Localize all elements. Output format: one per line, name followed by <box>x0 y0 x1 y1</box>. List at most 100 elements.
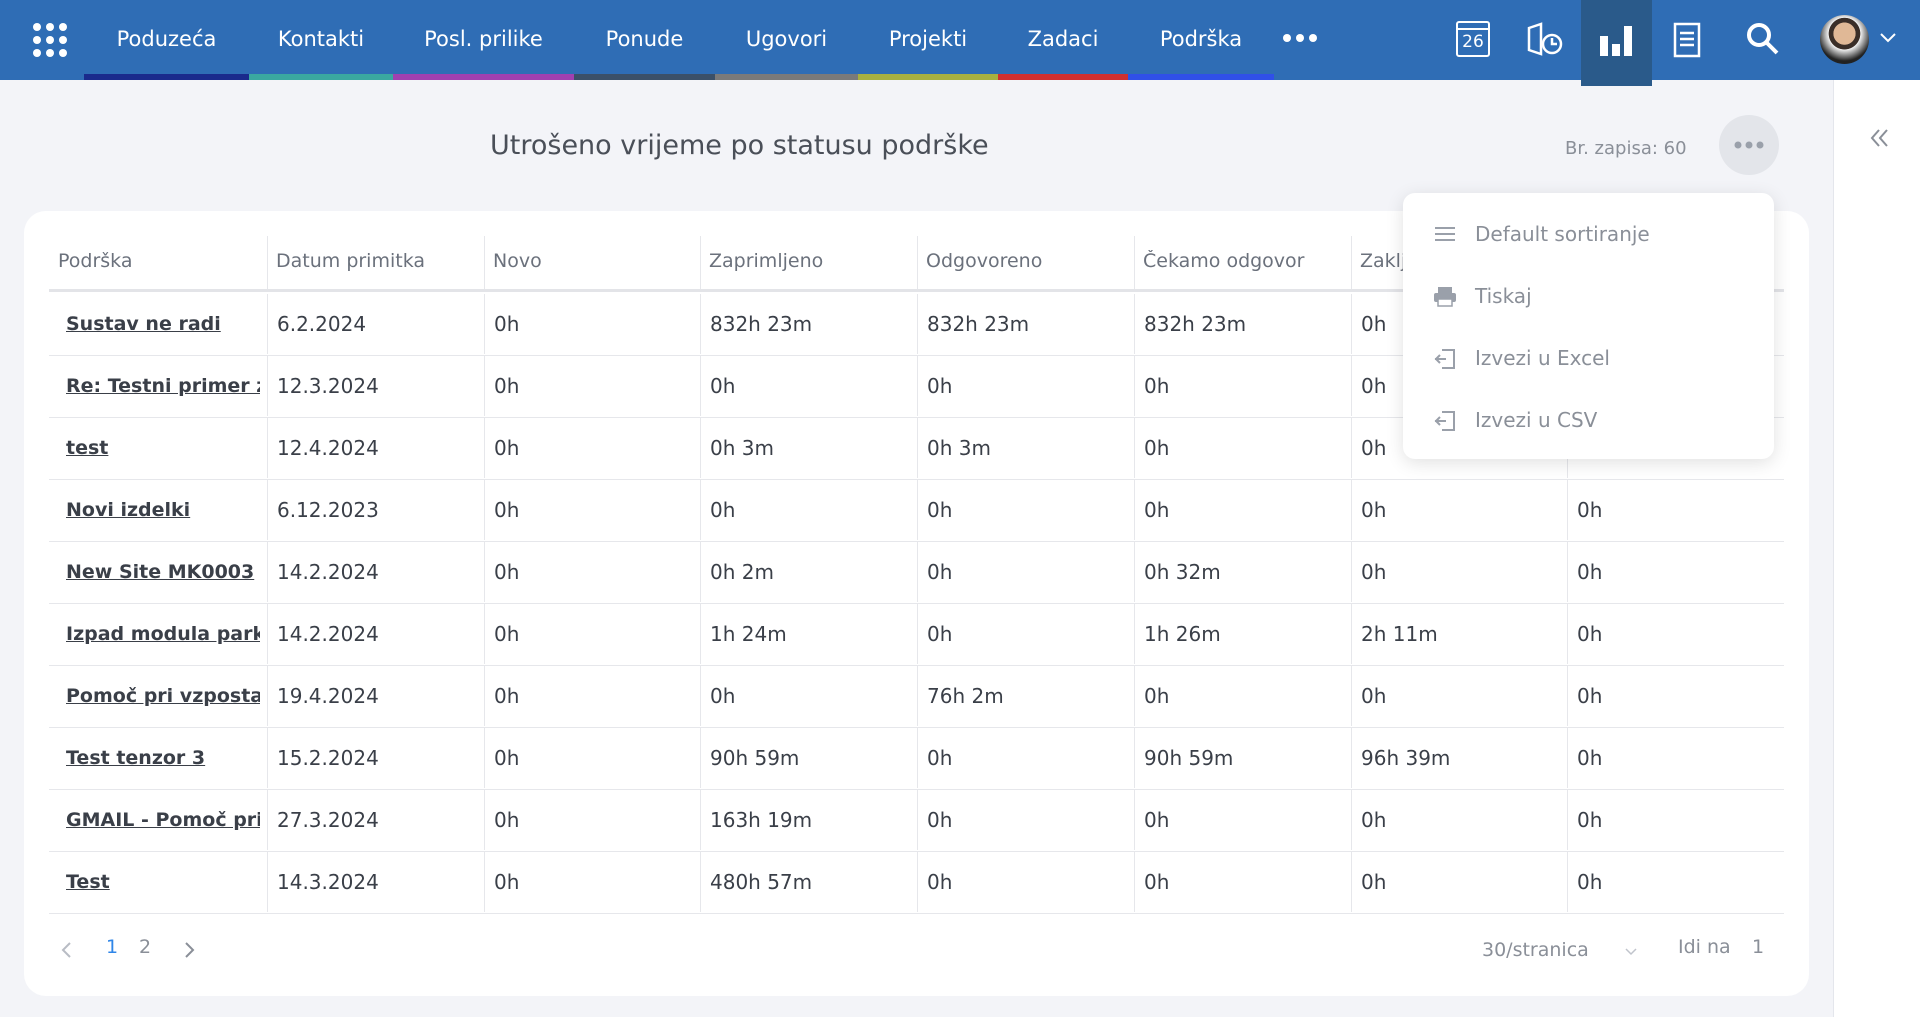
nav-underline <box>84 74 249 80</box>
reports-active[interactable] <box>1581 0 1652 86</box>
table-cell: 90h 59m <box>710 746 800 770</box>
row-line <box>49 851 1784 852</box>
user-chevron[interactable] <box>1880 33 1896 43</box>
cell-separator <box>917 666 918 726</box>
table-cell: 0h <box>1361 312 1387 336</box>
table-cell: 832h 23m <box>927 312 1030 336</box>
cell-separator <box>1134 728 1135 788</box>
ticket-link[interactable]: test <box>66 437 109 459</box>
menu-item[interactable]: Tiskaj <box>1403 267 1774 327</box>
column-header[interactable]: Čekamo odgovor <box>1143 250 1305 272</box>
menu-label: Tiskaj <box>1475 284 1532 308</box>
goto-input[interactable]: 1 <box>1752 936 1765 958</box>
column-header[interactable]: Zaprimljeno <box>709 250 824 272</box>
column-header[interactable]: Podrška <box>58 250 133 272</box>
nav-underline <box>858 74 998 80</box>
column-header[interactable]: Datum primitka <box>276 250 426 272</box>
table-cell: 76h 2m <box>927 684 1004 708</box>
table-cell: 0h <box>1577 684 1603 708</box>
prev-page[interactable] <box>60 942 72 958</box>
menu-item[interactable]: Izvezi u CSV <box>1403 391 1774 451</box>
ticket-link[interactable]: Novi izdelki <box>66 499 191 521</box>
more-button[interactable] <box>1719 115 1779 175</box>
cell-separator <box>267 604 268 664</box>
cell-separator <box>1351 790 1352 850</box>
cell-separator <box>1351 852 1352 912</box>
cell-separator <box>267 542 268 602</box>
nav-item[interactable]: Ponude <box>574 0 715 80</box>
nav-item[interactable]: Zadaci <box>998 0 1128 80</box>
table-cell: 0h <box>494 808 520 832</box>
ticket-link[interactable]: Sustav ne radi <box>66 313 221 335</box>
nav-item[interactable]: Projekti <box>858 0 998 80</box>
table-cell: 14.2.2024 <box>277 622 379 646</box>
cell-separator <box>267 790 268 850</box>
cell-separator <box>484 604 485 664</box>
cell-separator <box>1134 790 1135 850</box>
cell-separator <box>1567 790 1568 850</box>
ticket-link[interactable]: Izpad modula parki <box>66 623 260 645</box>
ticket-link[interactable]: GMAIL - Pomoč pri <box>66 809 260 831</box>
table-cell: 90h 59m <box>1144 746 1234 770</box>
ticket-link[interactable]: Test tenzor 3 <box>66 747 206 769</box>
cell-separator <box>1134 604 1135 664</box>
table-cell: 0h <box>1577 622 1603 646</box>
column-header[interactable]: Novo <box>493 250 542 272</box>
table-cell: 6.2.2024 <box>277 312 367 336</box>
table-cell: 1h 24m <box>710 622 787 646</box>
column-header[interactable]: Zaklj <box>1360 250 1407 272</box>
nav-item[interactable]: Ugovori <box>715 0 858 80</box>
table-cell: 0h 32m <box>1144 560 1221 584</box>
row-line <box>49 479 1784 480</box>
document-icon[interactable] <box>1673 22 1701 58</box>
calendar-icon[interactable]: 26 <box>1456 21 1490 57</box>
more-nav[interactable] <box>1282 32 1318 44</box>
apps-icon[interactable] <box>32 22 68 58</box>
ticket-link[interactable]: Pomoč pri vzpostav <box>66 685 260 707</box>
next-page[interactable] <box>184 942 196 958</box>
cell-separator <box>1351 728 1352 788</box>
nav-item[interactable]: Poduzeća <box>84 0 249 80</box>
ticket-link[interactable]: Test <box>66 871 110 893</box>
nav-item[interactable]: Podrška <box>1128 0 1274 80</box>
search-icon[interactable] <box>1746 22 1780 56</box>
table-cell: 0h <box>1144 498 1170 522</box>
cell-separator <box>1351 604 1352 664</box>
menu-label: Izvezi u CSV <box>1475 408 1598 432</box>
cell-separator <box>700 852 701 912</box>
table-cell: 0h <box>710 374 736 398</box>
table-cell: 27.3.2024 <box>277 808 379 832</box>
cell-separator <box>484 294 485 354</box>
collapse-icon[interactable] <box>1870 128 1890 148</box>
column-header[interactable]: Odgovoreno <box>926 250 1043 272</box>
table-cell: 0h <box>1577 808 1603 832</box>
table-cell: 12.3.2024 <box>277 374 379 398</box>
nav-item[interactable]: Posl. prilike <box>393 0 574 80</box>
table-cell: 0h <box>927 498 953 522</box>
avatar[interactable] <box>1820 15 1869 64</box>
page-number[interactable]: 1 <box>106 936 119 958</box>
cell-separator <box>1351 356 1352 416</box>
nav-item[interactable]: Kontakti <box>249 0 393 80</box>
menu-item[interactable]: Izvezi u Excel <box>1403 329 1774 389</box>
page-size[interactable]: 30/stranica <box>1482 939 1589 961</box>
menu-icon <box>1434 349 1455 369</box>
table-cell: 0h <box>1361 498 1387 522</box>
table-cell: 0h <box>710 498 736 522</box>
column-separator <box>1134 236 1135 290</box>
cell-separator <box>700 666 701 726</box>
menu-label: Default sortiranje <box>1475 222 1650 246</box>
time-icon[interactable] <box>1526 22 1564 58</box>
menu-item[interactable]: Default sortiranje <box>1403 205 1774 265</box>
ticket-link[interactable]: Re: Testni primer za <box>66 375 260 397</box>
table-cell: 0h <box>494 374 520 398</box>
cell-separator <box>700 790 701 850</box>
cell-separator <box>1134 542 1135 602</box>
cell-separator <box>1567 728 1568 788</box>
dots <box>1734 141 1764 149</box>
cell-separator <box>917 418 918 478</box>
table-cell: 0h <box>927 870 953 894</box>
page-number[interactable]: 2 <box>139 936 152 958</box>
table-cell: 0h <box>1361 684 1387 708</box>
ticket-link[interactable]: New Site MK0003 <box>66 561 255 583</box>
